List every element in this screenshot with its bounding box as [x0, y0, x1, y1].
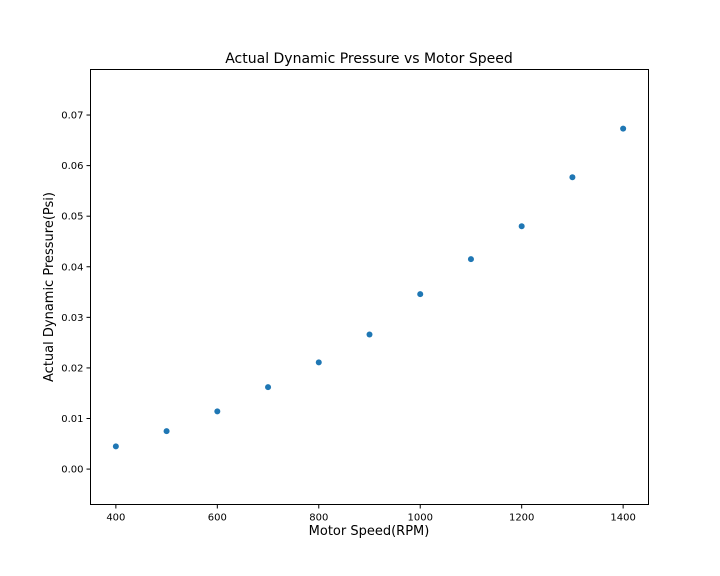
data-point — [163, 428, 170, 435]
chart-title: Actual Dynamic Pressure vs Motor Speed — [225, 51, 513, 67]
data-point — [112, 443, 119, 450]
x-axis: 400 600 800 1000 1200 1400 — [106, 504, 636, 524]
data-point — [366, 331, 373, 338]
data-point — [467, 256, 474, 263]
y-tick-label: 0.02 — [61, 363, 83, 374]
data-point — [518, 223, 525, 230]
y-tick-label: 0.03 — [61, 313, 83, 324]
x-tick-label: 800 — [309, 513, 328, 524]
x-tick-label: 1000 — [408, 513, 433, 524]
y-tick-label: 0.07 — [61, 111, 83, 122]
x-tick-label: 1400 — [610, 513, 635, 524]
data-point — [214, 408, 221, 415]
y-axis-label: Actual Dynamic Pressure(Psi) — [42, 192, 57, 382]
data-point — [569, 174, 576, 181]
data-point — [315, 359, 322, 366]
data-point — [417, 291, 424, 298]
data-points — [112, 125, 627, 450]
y-tick-label: 0.05 — [61, 212, 83, 223]
y-tick-label: 0.04 — [61, 262, 83, 273]
y-tick-label: 0.00 — [61, 465, 83, 476]
y-tick-label: 0.01 — [61, 414, 83, 425]
y-tick-label: 0.06 — [61, 161, 83, 172]
plot-frame — [90, 69, 649, 505]
x-tick-label: 400 — [106, 513, 125, 524]
x-tick-label: 1200 — [509, 513, 534, 524]
x-axis-label: Motor Speed(RPM) — [309, 524, 430, 539]
x-tick-label: 600 — [208, 513, 227, 524]
y-axis: 0.00 0.01 0.02 0.03 0.04 0.05 0.06 0.07 — [61, 111, 91, 476]
data-point — [265, 384, 272, 391]
data-point — [620, 125, 627, 132]
